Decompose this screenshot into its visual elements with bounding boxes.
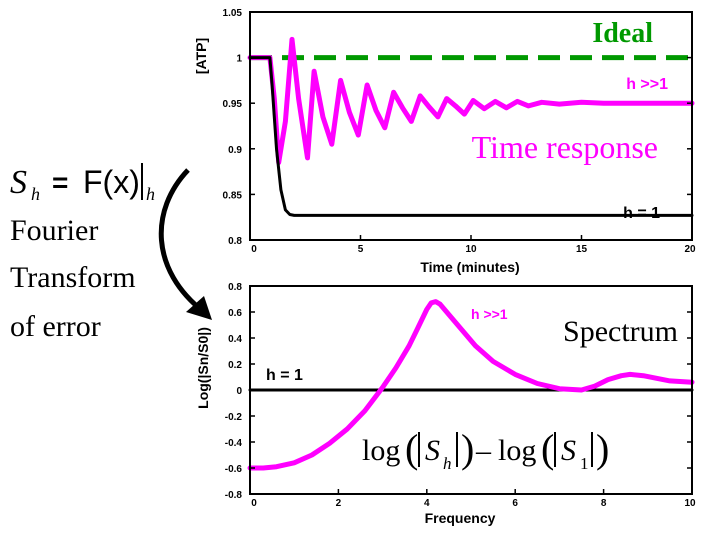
curved-arrow-shaft — [158, 168, 206, 314]
formula-S-1: S — [425, 434, 440, 467]
formula-rparen-1: ) — [461, 426, 474, 471]
formula-minus: – — [475, 434, 492, 467]
ideal-label: Ideal — [592, 18, 653, 49]
time-xlabel: Time (minutes) — [420, 259, 519, 275]
spectrum-axis-ticks: 0 2 4 6 8 10 -0.8 -0.6 -0.4 -0.2 0 0.2 0.4 0.6 0.8 — [225, 282, 696, 509]
caption-line-1: Fourier — [10, 214, 98, 247]
curved-arrow-head — [186, 296, 212, 320]
y-tick-label: 0.8 — [228, 282, 242, 293]
y-tick-label: -0.8 — [225, 490, 243, 501]
series-h-1-line — [247, 299, 695, 471]
y-tick-label: 0.85 — [223, 190, 243, 201]
x-tick-label: 6 — [512, 498, 518, 509]
formula-log-right: log — [498, 434, 536, 467]
formula-lparen-1: ( — [405, 426, 418, 471]
y-tick-label: 1 — [236, 54, 242, 65]
y-tick-label: -0.2 — [225, 412, 243, 423]
time-axis-ticks: 0 5 10 15 20 0.8 0.85 0.9 0.95 1 1.05 — [223, 8, 696, 255]
x-tick-label: 20 — [684, 244, 696, 255]
hbig-label-bottom: h >>1 — [471, 306, 508, 322]
series-h-1-line — [247, 36, 695, 165]
formula-equals: = — [52, 167, 68, 198]
formula-lparen-2: ( — [541, 426, 554, 471]
x-tick-label: 5 — [358, 244, 364, 255]
time-response-chart: 0 5 10 15 20 0.8 0.85 0.9 0.95 1 1.05 Time (minute… — [193, 8, 696, 275]
x-tick-label: 0 — [251, 244, 257, 255]
x-tick-label: 10 — [465, 244, 477, 255]
y-tick-label: 1.05 — [223, 8, 243, 19]
y-tick-label: 0.95 — [223, 99, 243, 110]
caption-line-3: of error — [10, 310, 101, 343]
y-tick-label: 0.2 — [228, 360, 242, 371]
x-tick-label: 10 — [684, 498, 696, 509]
log-ratio-formula: log ( S h ) – log ( S 1 ) — [362, 426, 609, 473]
spectrum-title: Spectrum — [563, 315, 678, 348]
left-panel: S h = F(x) h Fourier Transform of error — [10, 163, 212, 343]
caption-line-2: Transform — [10, 261, 136, 294]
x-tick-label: 8 — [601, 498, 607, 509]
formula-sub-h: h — [443, 454, 452, 473]
x-tick-label: 15 — [576, 244, 588, 255]
y-tick-label: 0 — [236, 386, 242, 397]
y-tick-label: -0.4 — [225, 438, 243, 449]
formula-subscript: h — [31, 184, 40, 204]
x-tick-label: 2 — [336, 498, 342, 509]
hbig-label-top: h >>1 — [626, 76, 668, 93]
y-tick-label: 0.6 — [228, 308, 242, 319]
formula-bar-subscript: h — [146, 184, 155, 204]
formula-symbol: S — [10, 164, 27, 201]
formula-S-2: S — [561, 434, 576, 467]
time-ylabel: [ATP] — [193, 38, 209, 74]
series-h-1-line — [248, 56, 694, 217]
x-tick-label: 4 — [424, 498, 430, 509]
formula-rparen-2: ) — [596, 426, 609, 471]
formula: S h = F(x) h — [10, 163, 155, 204]
spectrum-series — [247, 299, 695, 471]
spectrum-xlabel: Frequency — [425, 510, 496, 526]
formula-function: F(x) — [83, 164, 140, 200]
spectrum-chart: 0 2 4 6 8 10 -0.8 -0.6 -0.4 -0.2 0 0.2 0.4 0.6 0.8 Fre… — [195, 282, 696, 526]
y-tick-label: -0.6 — [225, 464, 243, 475]
spectrum-ylabel: Log(|Sn/S0|) — [195, 327, 211, 409]
time-response-title: Time response — [472, 129, 658, 165]
x-tick-label: 0 — [251, 498, 257, 509]
y-tick-label: 0.8 — [228, 236, 242, 247]
formula-log-left: log — [362, 434, 400, 467]
y-tick-label: 0.9 — [228, 145, 242, 156]
h1-label-bottom: h = 1 — [266, 367, 303, 384]
time-response-series — [247, 36, 695, 217]
h1-label-top: h = 1 — [623, 205, 660, 222]
y-tick-label: 0.4 — [228, 334, 242, 345]
formula-sub-1: 1 — [580, 454, 589, 473]
